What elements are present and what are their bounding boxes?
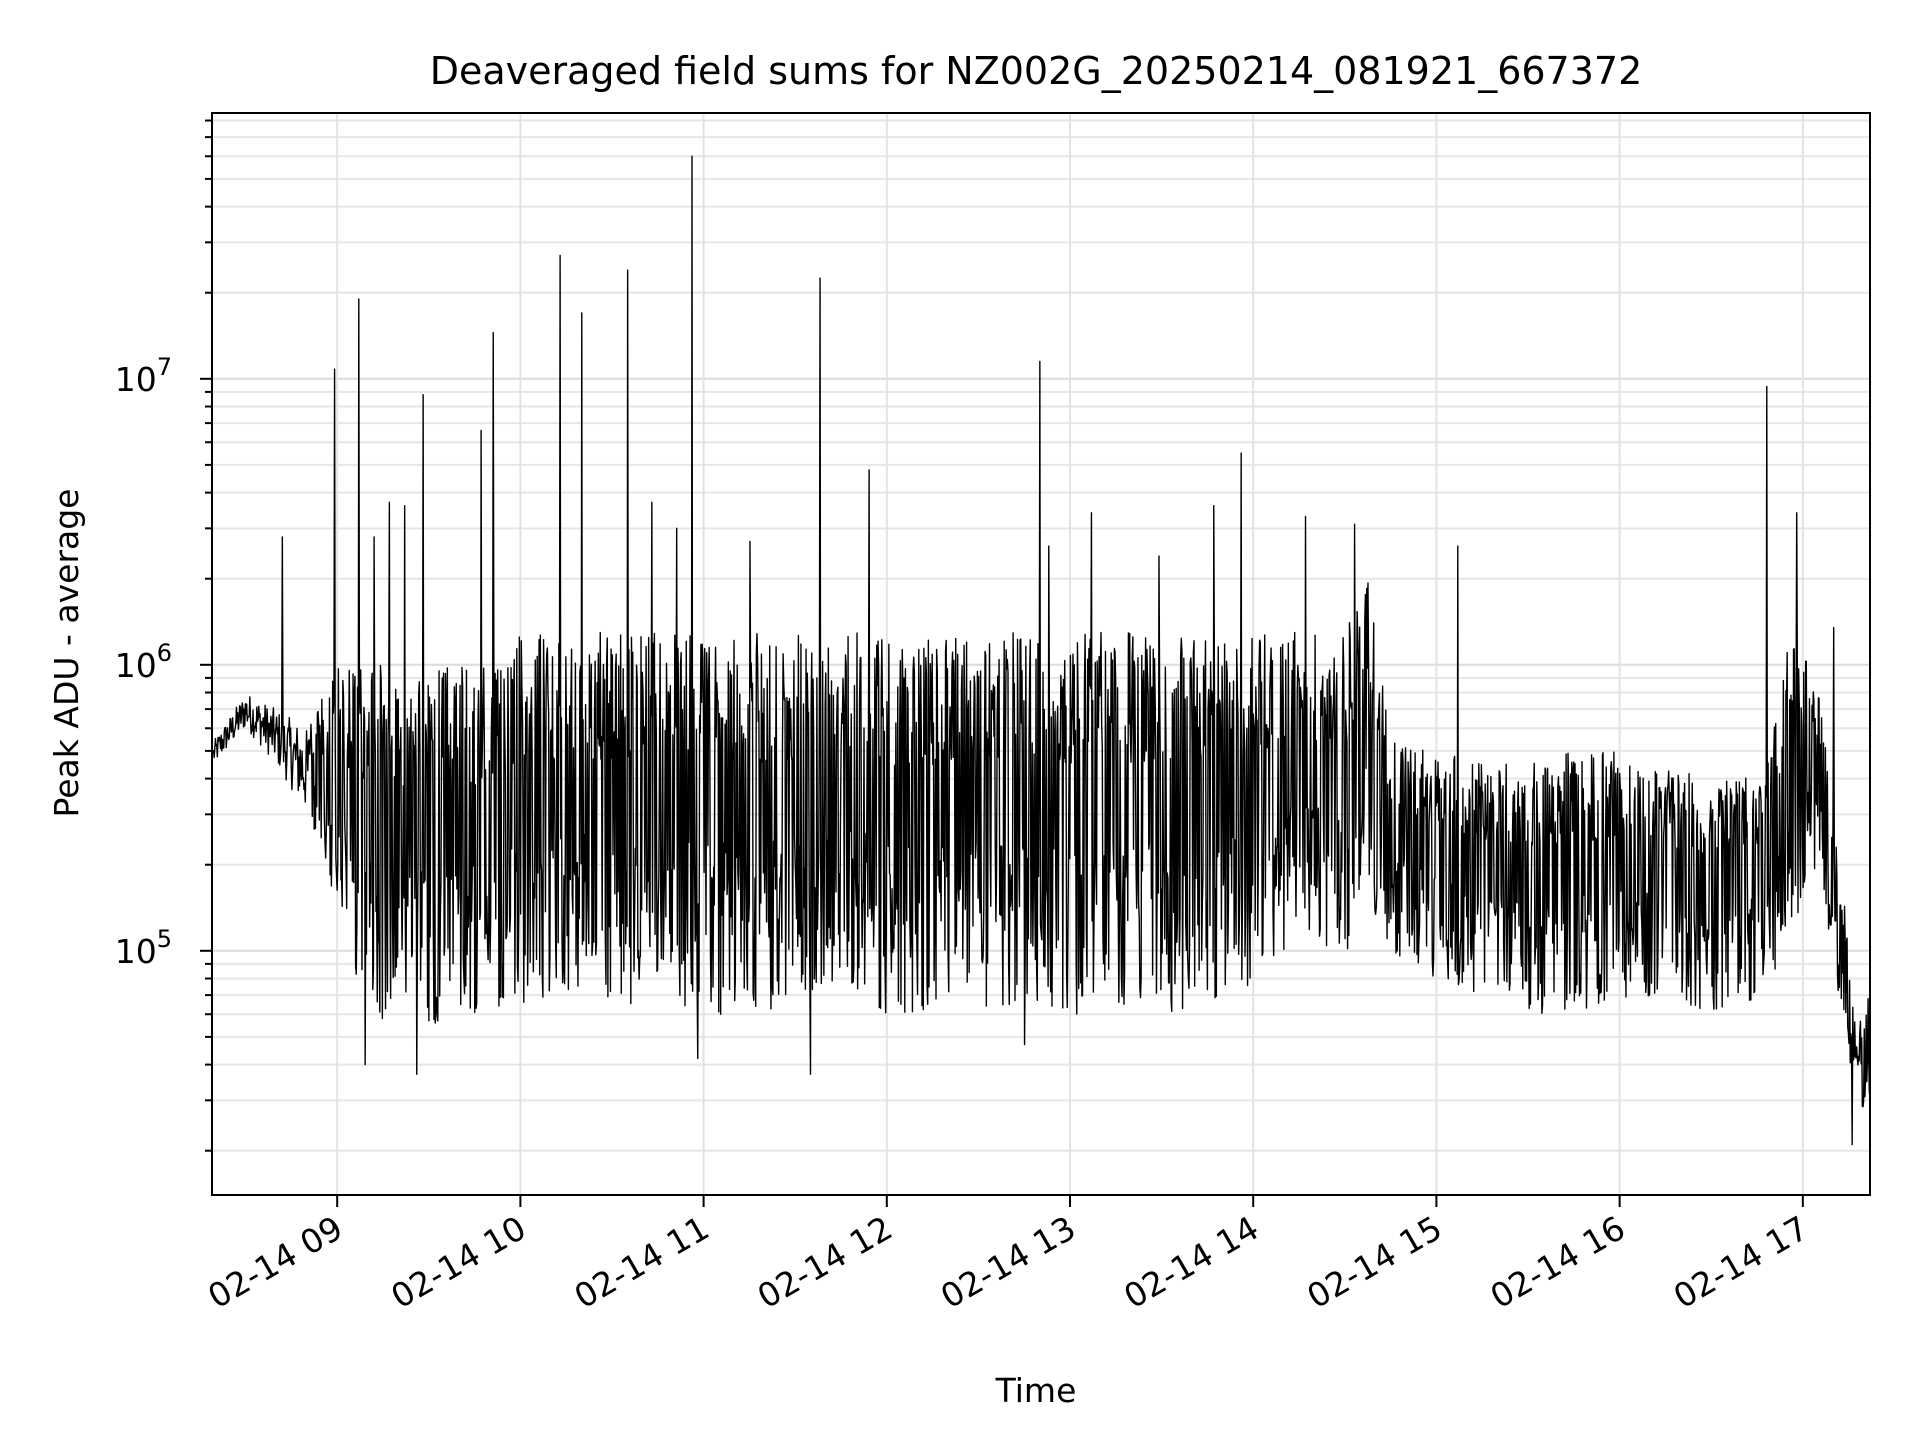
y-axis-label: Peak ADU - average (47, 489, 86, 818)
y-tick-label: 106 (115, 639, 172, 685)
chart-title: Deaveraged field sums for NZ002G_2025021… (430, 49, 1643, 93)
series-layer (212, 155, 1871, 1146)
plot-frame (211, 112, 1871, 1196)
x-axis-label: Time (995, 1371, 1077, 1410)
grid (212, 113, 1870, 1195)
y-axis: 105 106 107 (115, 119, 212, 1152)
y-tick-label: 105 (115, 925, 172, 971)
series-line (212, 155, 1871, 1146)
y-tick-label: 107 (115, 353, 172, 399)
